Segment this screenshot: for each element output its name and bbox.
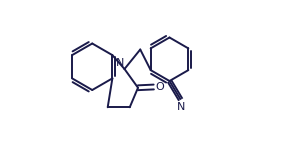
- Text: N: N: [177, 102, 186, 112]
- Text: O: O: [155, 82, 164, 92]
- Text: N: N: [115, 57, 124, 68]
